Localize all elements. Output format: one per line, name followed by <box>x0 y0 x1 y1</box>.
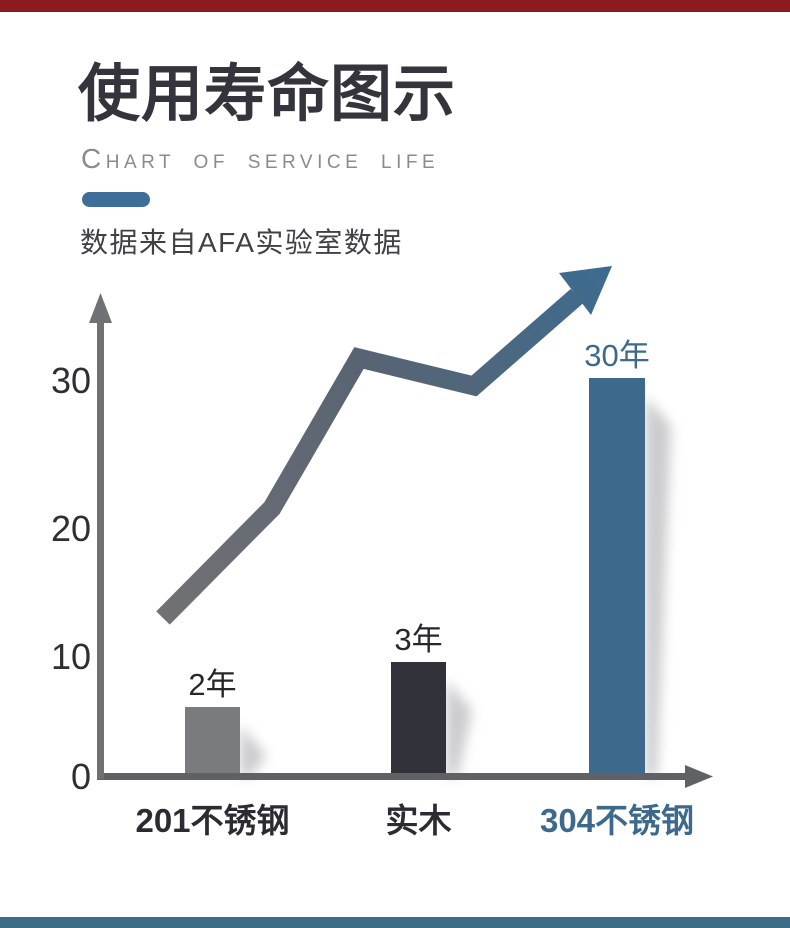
bar-2 <box>391 662 446 778</box>
accent-pill <box>82 192 150 207</box>
bar-shadow <box>240 725 266 776</box>
y-axis-arrow-icon <box>89 293 112 323</box>
page-subtitle: CHART OF SERVICE LIFE <box>81 143 440 174</box>
y-tick-label-20: 20 <box>51 508 91 549</box>
y-tick-label-10: 10 <box>51 636 91 677</box>
category-label-2: 实木 <box>386 802 452 839</box>
bar-shadow <box>645 396 671 776</box>
trend-line <box>156 288 584 625</box>
trend-arrowhead-icon <box>559 266 612 315</box>
category-label-1: 201不锈钢 <box>135 802 289 839</box>
service-life-chart: 0 10 20 30 2年 3年 30年 201不锈钢 实木 304不锈钢 <box>51 266 713 839</box>
data-source-note: 数据来自AFA实验室数据 <box>80 227 403 258</box>
y-tick-label-0: 0 <box>71 756 91 797</box>
bar-1 <box>185 707 240 778</box>
top-divider-bar <box>0 0 790 12</box>
bottom-divider-bar <box>0 917 790 928</box>
bar-value-label-2: 3年 <box>394 622 442 657</box>
bar-value-label-1: 2年 <box>188 667 236 702</box>
bar-value-label-3: 30年 <box>584 338 649 373</box>
page-title: 使用寿命图示 <box>78 60 457 129</box>
category-label-3: 304不锈钢 <box>540 802 694 839</box>
y-tick-label-30: 30 <box>51 360 91 401</box>
x-axis-arrow-icon <box>685 765 713 788</box>
bar-shadows <box>240 396 671 776</box>
bar-3 <box>589 378 645 778</box>
bar-shadow <box>446 680 472 776</box>
